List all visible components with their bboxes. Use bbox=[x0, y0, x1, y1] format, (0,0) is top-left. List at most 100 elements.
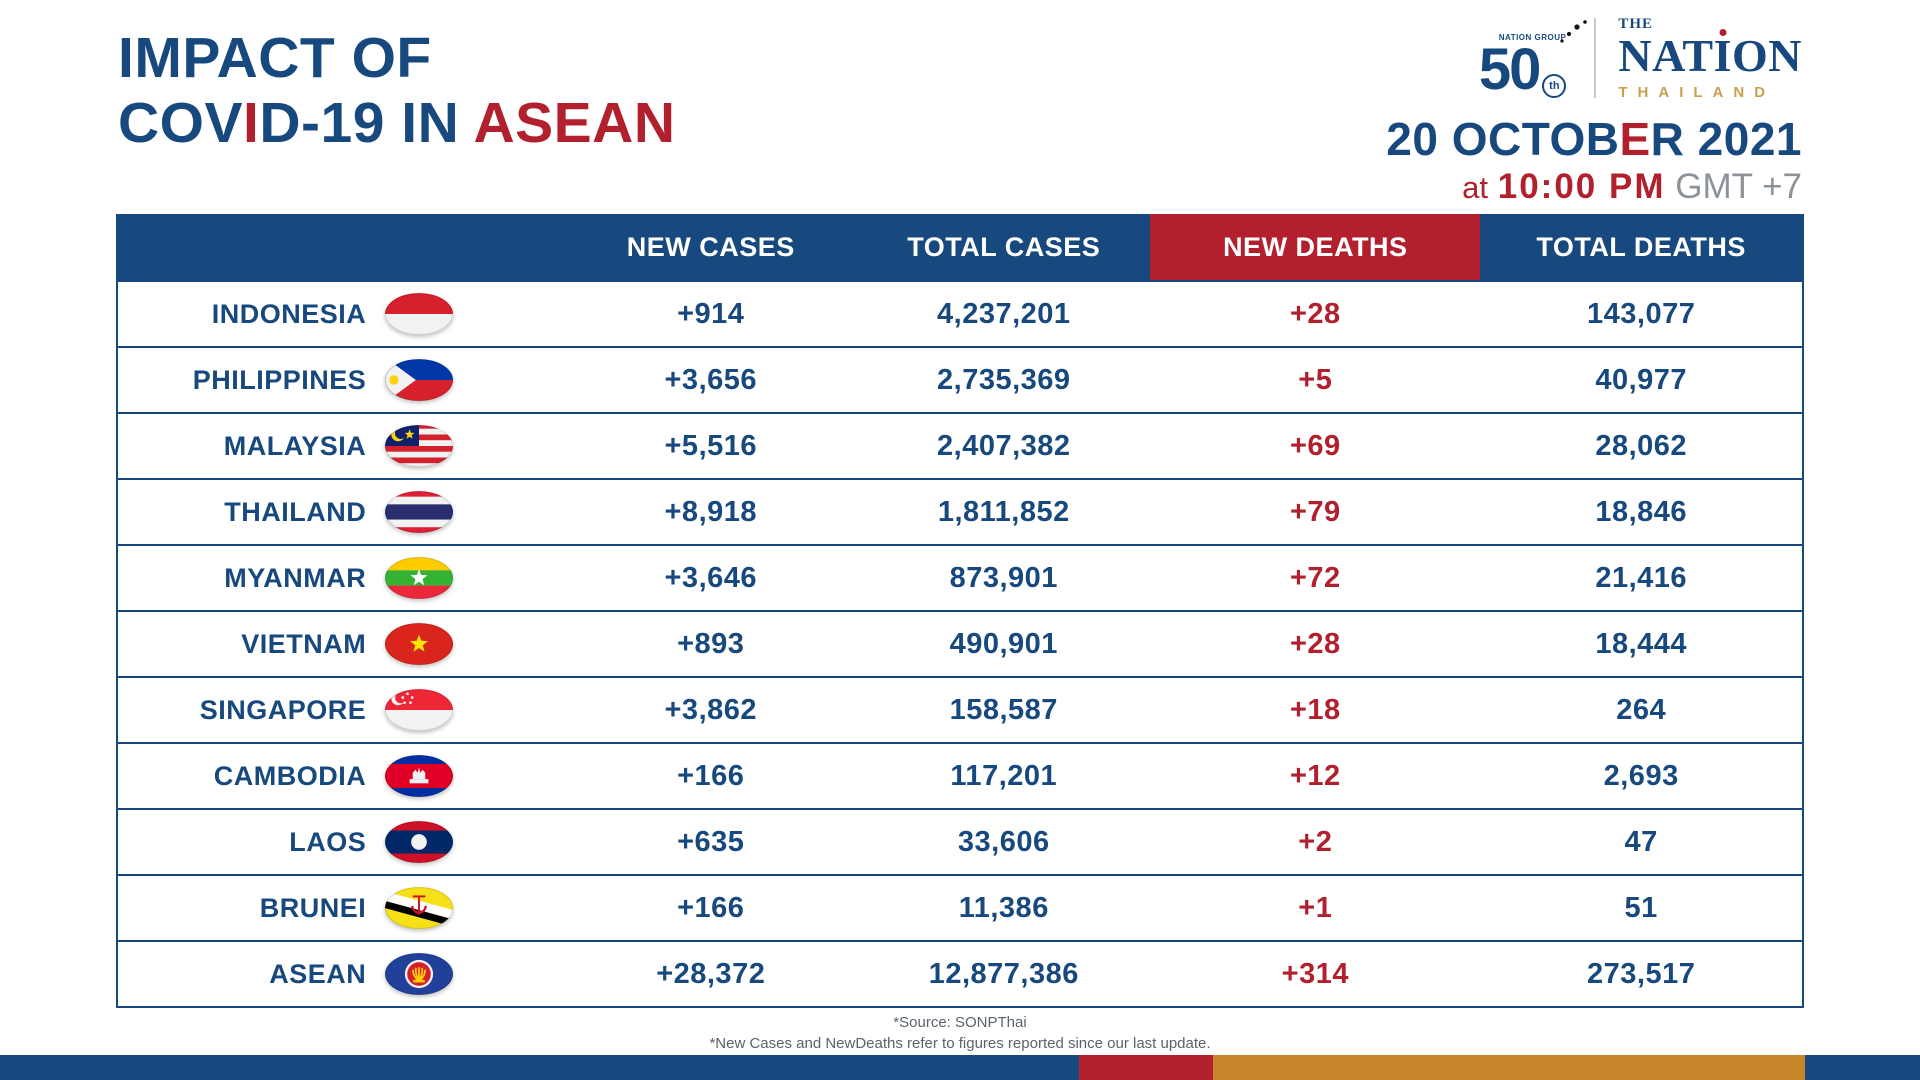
bottom-bar-red-segment bbox=[1079, 1055, 1214, 1080]
page-title: IMPACT OF COVID-19 IN ASEAN bbox=[118, 26, 676, 156]
report-date: 20 OCTOBER 2021 bbox=[1386, 112, 1802, 166]
brunei-flag-icon bbox=[384, 885, 454, 931]
laos-flag-icon bbox=[384, 819, 454, 865]
time-at-label: at bbox=[1462, 170, 1489, 205]
title-covid-prefix: COV bbox=[118, 90, 244, 155]
date-part2: R 2021 bbox=[1650, 113, 1802, 165]
source-note: *Source: SONPThai bbox=[893, 1014, 1027, 1031]
total-deaths-value: 18,846 bbox=[1595, 495, 1688, 528]
malaysia-flag-icon bbox=[384, 423, 454, 469]
new-deaths-value: +5 bbox=[1298, 363, 1333, 396]
total-cases-value: 158,587 bbox=[949, 693, 1058, 726]
total-cases-value: 2,407,382 bbox=[937, 429, 1071, 462]
asean-flag-icon bbox=[384, 951, 454, 997]
report-datetime: 20 OCTOBER 2021 at 10:00 PM GMT +7 bbox=[1386, 112, 1802, 207]
new-cases-value: +5,516 bbox=[664, 429, 758, 462]
country-cell: THAILAND bbox=[118, 480, 564, 544]
total-deaths-value: 2,693 bbox=[1603, 759, 1679, 792]
column-header-total-deaths: TOTAL DEATHS bbox=[1480, 214, 1802, 280]
the-nation-wordmark: THE NATION THAILAND bbox=[1618, 16, 1802, 101]
total-deaths-value: 21,416 bbox=[1595, 561, 1688, 594]
nation-logo: NATION GROUP 50 th THE NATION THAILAND bbox=[1479, 16, 1802, 101]
country-name: PHILIPPINES bbox=[192, 364, 367, 395]
country-name: THAILAND bbox=[224, 496, 367, 527]
country-name: CAMBODIA bbox=[213, 760, 367, 791]
th-badge: th bbox=[1542, 74, 1567, 99]
total-deaths-value: 264 bbox=[1616, 693, 1667, 726]
table-row: MYANMAR +3,646 873,901 +72 21,416 bbox=[118, 544, 1802, 610]
dots-swoosh-icon bbox=[1560, 20, 1588, 43]
nation-group-label: NATION GROUP bbox=[1498, 32, 1567, 42]
new-deaths-value: +2 bbox=[1298, 825, 1333, 858]
total-deaths-value: 51 bbox=[1624, 891, 1658, 924]
table-row: THAILAND +8,918 1,811,852 +79 18,846 bbox=[118, 478, 1802, 544]
table-row: PHILIPPINES +3,656 2,735,369 +5 40,977 bbox=[118, 346, 1802, 412]
new-deaths-value: +314 bbox=[1281, 957, 1349, 990]
total-cases-value: 1,811,852 bbox=[937, 495, 1070, 528]
country-name: ASEAN bbox=[269, 958, 367, 989]
cambodia-flag-icon bbox=[384, 753, 454, 799]
new-deaths-value: +69 bbox=[1289, 429, 1341, 462]
table-row: CAMBODIA +166 117,201 +12 2,693 bbox=[118, 742, 1802, 808]
total-cases-value: 490,901 bbox=[949, 627, 1058, 660]
new-cases-value: +914 bbox=[677, 297, 745, 330]
title-asean: ASEAN bbox=[473, 90, 676, 155]
new-cases-value: +635 bbox=[677, 825, 745, 858]
time-value: 10:00 PM bbox=[1497, 167, 1666, 206]
bottom-bar-gold-segment bbox=[1213, 1055, 1805, 1080]
table-body: INDONESIA +914 4,237,201 +28 143,077 PHI… bbox=[118, 280, 1802, 1006]
fifty-number: 50 bbox=[1478, 36, 1541, 102]
total-cases-value: 4,237,201 bbox=[937, 297, 1071, 330]
country-name: VIETNAM bbox=[241, 628, 367, 659]
country-cell: INDONESIA bbox=[118, 282, 564, 346]
title-line-1: IMPACT OF bbox=[118, 26, 432, 90]
date-part1: 20 OCTOB bbox=[1386, 113, 1620, 165]
new-deaths-value: +79 bbox=[1289, 495, 1341, 528]
column-header-total-cases: TOTAL CASES bbox=[857, 214, 1151, 280]
bottom-bar-navy-segment bbox=[0, 1055, 1080, 1080]
covid-table: NEW CASES TOTAL CASES NEW DEATHS TOTAL D… bbox=[116, 214, 1804, 1008]
total-deaths-value: 273,517 bbox=[1587, 957, 1696, 990]
new-deaths-value: +18 bbox=[1289, 693, 1341, 726]
column-header-new-cases: NEW CASES bbox=[564, 214, 858, 280]
total-cases-value: 117,201 bbox=[950, 759, 1058, 792]
nation-part2: ON bbox=[1732, 30, 1802, 81]
country-name: BRUNEI bbox=[259, 892, 367, 923]
table-row: ASEAN +28,372 12,877,386 +314 273,517 bbox=[118, 940, 1802, 1006]
new-cases-value: +28,372 bbox=[656, 957, 766, 990]
new-cases-value: +893 bbox=[677, 627, 745, 660]
country-name: MYANMAR bbox=[224, 562, 367, 593]
new-cases-value: +166 bbox=[677, 759, 745, 792]
country-cell: LAOS bbox=[118, 810, 564, 874]
country-cell: PHILIPPINES bbox=[118, 348, 564, 412]
country-cell: SINGAPORE bbox=[118, 678, 564, 742]
table-row: VIETNAM +893 490,901 +28 18,444 bbox=[118, 610, 1802, 676]
new-deaths-value: +28 bbox=[1289, 627, 1341, 660]
total-deaths-value: 47 bbox=[1624, 825, 1658, 858]
nation-group-50th-logo: NATION GROUP 50 th bbox=[1478, 20, 1588, 102]
country-cell: CAMBODIA bbox=[118, 744, 564, 808]
country-cell: VIETNAM bbox=[118, 612, 564, 676]
thailand-flag-icon bbox=[384, 489, 454, 535]
new-deaths-value: +28 bbox=[1289, 297, 1341, 330]
total-deaths-value: 28,062 bbox=[1595, 429, 1688, 462]
total-cases-value: 12,877,386 bbox=[928, 957, 1079, 990]
total-deaths-value: 40,977 bbox=[1595, 363, 1688, 396]
timezone-label: GMT +7 bbox=[1675, 167, 1802, 206]
new-cases-value: +8,918 bbox=[664, 495, 758, 528]
total-deaths-value: 143,077 bbox=[1587, 297, 1696, 330]
table-row: LAOS +635 33,606 +2 47 bbox=[118, 808, 1802, 874]
thailand-label: THAILAND bbox=[1618, 83, 1776, 101]
column-header-country bbox=[118, 214, 565, 280]
total-cases-value: 11,386 bbox=[958, 891, 1049, 924]
country-name: SINGAPORE bbox=[199, 694, 367, 725]
nation-label: NATION bbox=[1618, 30, 1802, 81]
total-cases-value: 2,735,369 bbox=[937, 363, 1071, 396]
nation-red-dot-i: I bbox=[1713, 30, 1732, 81]
new-cases-value: +166 bbox=[677, 891, 745, 924]
total-cases-value: 33,606 bbox=[957, 825, 1050, 858]
total-deaths-value: 18,444 bbox=[1595, 627, 1688, 660]
nation-part1: NAT bbox=[1618, 30, 1714, 81]
table-row: MALAYSIA +5,516 2,407,382 +69 28,062 bbox=[118, 412, 1802, 478]
